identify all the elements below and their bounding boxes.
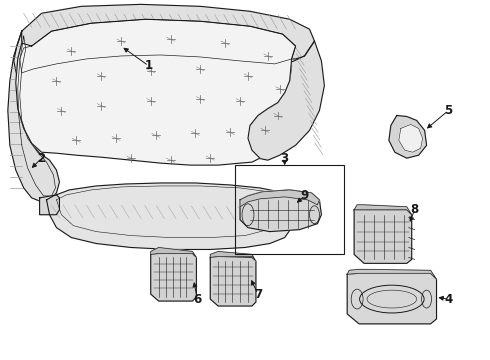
Polygon shape [151, 253, 196, 301]
Polygon shape [354, 210, 412, 264]
Polygon shape [151, 247, 196, 257]
Bar [235, 165, 344, 255]
Text: 9: 9 [300, 189, 309, 202]
Polygon shape [210, 251, 256, 261]
Polygon shape [240, 190, 319, 207]
Polygon shape [354, 205, 412, 215]
Polygon shape [14, 4, 315, 76]
Polygon shape [245, 41, 324, 160]
Polygon shape [389, 116, 427, 158]
Text: 2: 2 [38, 152, 46, 165]
Polygon shape [210, 256, 256, 306]
Text: 6: 6 [193, 293, 201, 306]
Polygon shape [399, 125, 422, 152]
Text: 7: 7 [254, 288, 262, 301]
Polygon shape [40, 195, 59, 215]
Polygon shape [47, 183, 294, 249]
Polygon shape [347, 269, 437, 279]
Polygon shape [8, 31, 59, 202]
Text: 8: 8 [411, 203, 419, 216]
Text: 3: 3 [281, 152, 289, 165]
Text: 1: 1 [145, 59, 153, 72]
Polygon shape [347, 273, 437, 324]
Polygon shape [16, 19, 295, 165]
Text: 5: 5 [444, 104, 453, 117]
Text: 4: 4 [444, 293, 453, 306]
Polygon shape [240, 190, 321, 231]
